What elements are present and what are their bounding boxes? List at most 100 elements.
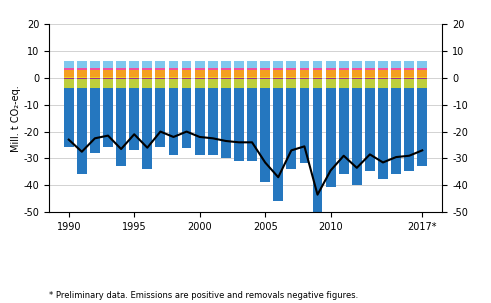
Bar — [404, 88, 414, 171]
Bar — [142, 77, 152, 78]
Bar — [208, 79, 218, 88]
Bar — [313, 77, 323, 78]
Bar — [260, 78, 270, 79]
Bar — [221, 88, 231, 158]
Bar — [273, 70, 283, 77]
Bar — [103, 88, 113, 147]
Bar — [417, 70, 427, 77]
Bar — [129, 88, 139, 150]
Bar — [339, 79, 349, 88]
Bar — [417, 77, 427, 78]
Bar — [208, 78, 218, 79]
Bar — [103, 78, 113, 79]
Bar — [352, 70, 362, 77]
Bar — [142, 78, 152, 79]
Bar — [300, 77, 309, 78]
Bar — [286, 79, 296, 88]
Bar — [404, 78, 414, 79]
Bar — [286, 77, 296, 78]
Bar — [391, 77, 401, 78]
Bar — [247, 68, 257, 70]
Bar — [77, 88, 87, 174]
Bar — [77, 78, 87, 79]
Bar — [116, 78, 126, 79]
Bar — [404, 77, 414, 78]
Bar — [195, 68, 205, 70]
Bar — [273, 77, 283, 78]
Bar — [365, 68, 375, 70]
Bar — [77, 70, 87, 77]
Bar — [378, 68, 388, 70]
Bar — [260, 68, 270, 70]
Bar — [168, 88, 178, 155]
Bar — [378, 88, 388, 179]
Bar — [378, 70, 388, 77]
Bar — [116, 79, 126, 88]
Bar — [339, 77, 349, 78]
Bar — [142, 79, 152, 88]
Bar — [195, 79, 205, 88]
Bar — [103, 70, 113, 77]
Bar — [352, 61, 362, 68]
Bar — [417, 79, 427, 88]
Bar — [339, 70, 349, 77]
Bar — [64, 68, 74, 70]
Bar — [142, 70, 152, 77]
Bar — [300, 79, 309, 88]
Bar — [234, 79, 244, 88]
Bar — [417, 78, 427, 79]
Bar — [326, 70, 335, 77]
Bar — [352, 78, 362, 79]
Bar — [129, 77, 139, 78]
Bar — [208, 70, 218, 77]
Bar — [234, 70, 244, 77]
Bar — [90, 78, 100, 79]
Bar — [352, 68, 362, 70]
Bar — [208, 61, 218, 68]
Bar — [129, 79, 139, 88]
Bar — [391, 79, 401, 88]
Bar — [273, 88, 283, 201]
Bar — [313, 70, 323, 77]
Bar — [391, 78, 401, 79]
Bar — [64, 78, 74, 79]
Bar — [195, 61, 205, 68]
Bar — [221, 68, 231, 70]
Bar — [182, 68, 191, 70]
Bar — [273, 79, 283, 88]
Bar — [417, 88, 427, 166]
Bar — [417, 61, 427, 68]
Bar — [234, 68, 244, 70]
Bar — [339, 88, 349, 174]
Bar — [404, 61, 414, 68]
Bar — [116, 61, 126, 68]
Bar — [195, 78, 205, 79]
Bar — [208, 88, 218, 155]
Bar — [64, 79, 74, 88]
Bar — [404, 79, 414, 88]
Bar — [168, 79, 178, 88]
Bar — [77, 68, 87, 70]
Bar — [182, 88, 191, 148]
Bar — [156, 61, 165, 68]
Bar — [300, 68, 309, 70]
Bar — [156, 88, 165, 147]
Bar — [156, 79, 165, 88]
Bar — [260, 61, 270, 68]
Bar — [208, 68, 218, 70]
Bar — [326, 77, 335, 78]
Bar — [326, 68, 335, 70]
Bar — [339, 68, 349, 70]
Bar — [247, 70, 257, 77]
Bar — [234, 77, 244, 78]
Bar — [313, 68, 323, 70]
Bar — [326, 88, 335, 188]
Bar — [313, 88, 323, 211]
Bar — [90, 68, 100, 70]
Bar — [352, 88, 362, 185]
Bar — [77, 77, 87, 78]
Bar — [365, 79, 375, 88]
Bar — [129, 70, 139, 77]
Bar — [247, 79, 257, 88]
Bar — [90, 77, 100, 78]
